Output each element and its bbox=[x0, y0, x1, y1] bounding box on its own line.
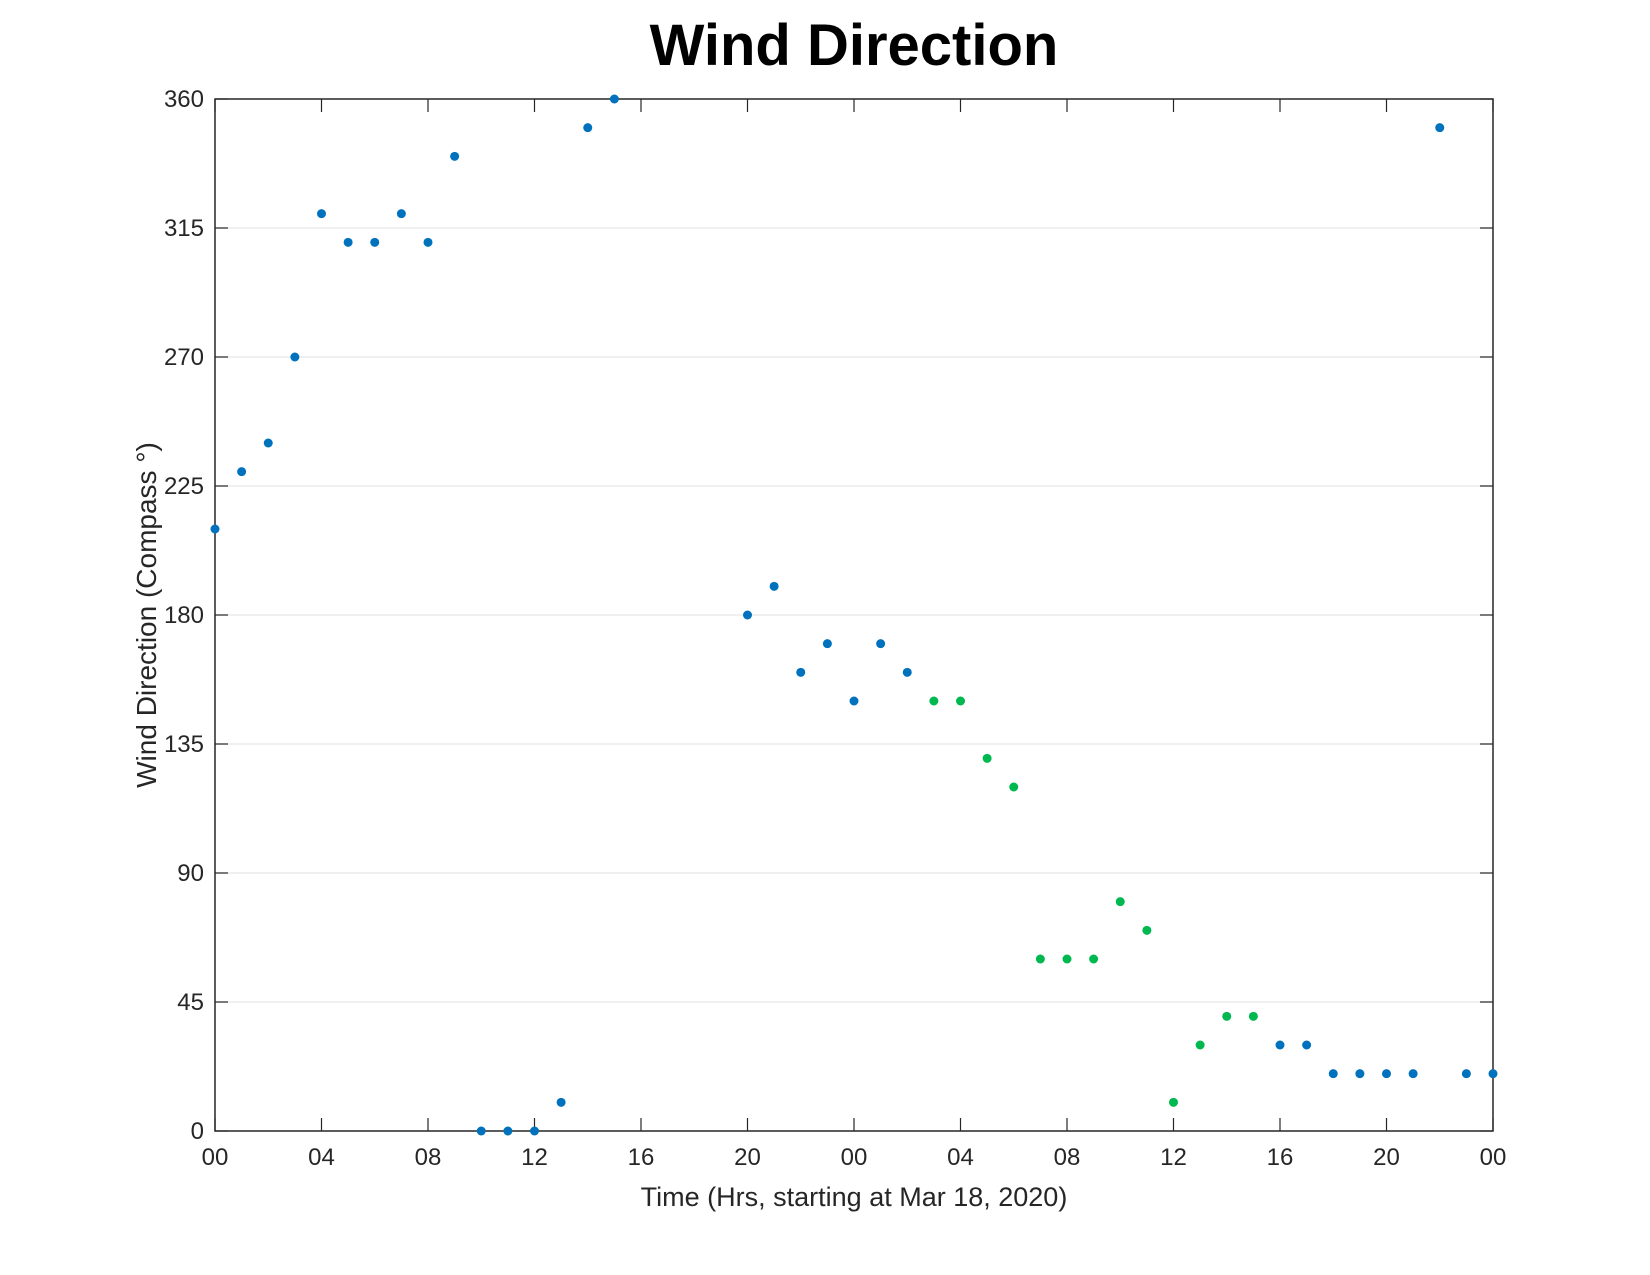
x-tick-label: 20 bbox=[1373, 1144, 1400, 1171]
y-tick-label: 90 bbox=[177, 860, 204, 887]
data-point-green-points bbox=[1195, 1040, 1205, 1050]
data-point-blue-points bbox=[290, 352, 300, 362]
y-tick-label: 45 bbox=[177, 989, 204, 1016]
y-tick-label: 270 bbox=[164, 344, 204, 371]
data-point-green-points bbox=[982, 753, 992, 763]
data-point-blue-points bbox=[1408, 1069, 1418, 1079]
data-point-blue-points bbox=[343, 237, 353, 247]
data-point-blue-points bbox=[796, 667, 806, 677]
data-point-blue-points bbox=[743, 610, 752, 620]
x-tick-label: 00 bbox=[202, 1144, 229, 1171]
data-point-blue-points bbox=[370, 237, 380, 247]
data-point-blue-points bbox=[1435, 123, 1445, 133]
data-point-blue-points bbox=[609, 94, 619, 104]
x-tick-label: 00 bbox=[1480, 1144, 1507, 1171]
y-tick-label: 225 bbox=[164, 473, 204, 500]
x-tick-label: 12 bbox=[1160, 1144, 1187, 1171]
data-point-blue-points bbox=[1275, 1040, 1285, 1050]
data-point-blue-points bbox=[769, 581, 779, 591]
data-point-green-points bbox=[956, 696, 965, 706]
data-point-blue-points bbox=[530, 1126, 539, 1136]
data-point-blue-points bbox=[849, 696, 859, 706]
y-tick-label: 360 bbox=[164, 86, 204, 113]
data-point-blue-points bbox=[902, 667, 912, 677]
data-point-blue-points bbox=[503, 1126, 513, 1136]
data-point-blue-points bbox=[1302, 1040, 1312, 1050]
data-point-green-points bbox=[1248, 1011, 1258, 1021]
data-point-blue-points bbox=[210, 524, 220, 534]
data-point-blue-points bbox=[237, 467, 247, 477]
data-point-blue-points bbox=[583, 123, 593, 133]
data-point-blue-points bbox=[556, 1097, 566, 1107]
y-tick-label: 0 bbox=[191, 1118, 204, 1145]
data-point-green-points bbox=[1035, 954, 1045, 964]
data-point-green-points bbox=[1009, 782, 1019, 792]
x-tick-label: 08 bbox=[1054, 1144, 1081, 1171]
data-point-blue-points bbox=[317, 209, 326, 219]
x-tick-label: 16 bbox=[1267, 1144, 1294, 1171]
data-point-blue-points bbox=[1488, 1069, 1498, 1079]
data-point-blue-points bbox=[476, 1126, 486, 1136]
data-point-blue-points bbox=[822, 639, 832, 649]
x-tick-label: 04 bbox=[947, 1144, 974, 1171]
x-tick-label: 12 bbox=[521, 1144, 548, 1171]
chart-title: Wind Direction bbox=[649, 13, 1059, 78]
x-tick-label: 00 bbox=[841, 1144, 868, 1171]
data-point-blue-points bbox=[423, 237, 433, 247]
y-axis-label: Wind Direction (Compass °) bbox=[131, 442, 162, 788]
data-point-blue-points bbox=[263, 438, 273, 448]
data-point-blue-points bbox=[1382, 1069, 1391, 1079]
y-tick-label: 315 bbox=[164, 215, 204, 242]
x-tick-label: 04 bbox=[308, 1144, 335, 1171]
data-point-blue-points bbox=[1355, 1069, 1365, 1079]
data-point-blue-points bbox=[1461, 1069, 1471, 1079]
data-point-green-points bbox=[1089, 954, 1099, 964]
data-point-green-points bbox=[1222, 1011, 1232, 1021]
x-tick-label: 16 bbox=[628, 1144, 655, 1171]
data-point-green-points bbox=[1115, 897, 1125, 907]
data-point-blue-points bbox=[1328, 1069, 1338, 1079]
data-point-blue-points bbox=[876, 639, 886, 649]
data-point-blue-points bbox=[450, 151, 460, 161]
x-axis-label: Time (Hrs, starting at Mar 18, 2020) bbox=[640, 1182, 1068, 1212]
data-point-green-points bbox=[1062, 954, 1072, 964]
data-point-green-points bbox=[1169, 1097, 1178, 1107]
x-tick-label: 08 bbox=[415, 1144, 442, 1171]
y-tick-label: 180 bbox=[164, 602, 204, 629]
data-point-blue-points bbox=[396, 209, 406, 219]
data-point-green-points bbox=[1142, 925, 1152, 935]
y-tick-label: 135 bbox=[164, 731, 204, 758]
data-point-green-points bbox=[929, 696, 939, 706]
x-tick-label: 20 bbox=[734, 1144, 761, 1171]
